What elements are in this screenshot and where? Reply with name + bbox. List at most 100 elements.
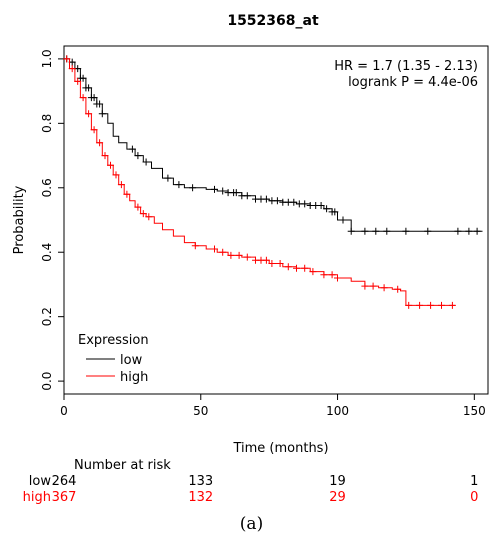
- censor-mark-high: [276, 260, 284, 267]
- number-at-risk-title: Number at risk: [74, 458, 171, 473]
- censor-mark-high: [139, 210, 147, 218]
- censor-mark-high: [74, 77, 82, 85]
- censor-mark-high: [191, 242, 199, 250]
- y-tick-label: 0.8: [40, 114, 54, 133]
- censor-mark-high: [301, 264, 309, 272]
- y-tick-label: 1.0: [40, 49, 54, 68]
- censor-mark-low: [301, 200, 309, 208]
- survival-curves: [63, 55, 483, 309]
- legend-label-high: high: [120, 370, 148, 385]
- censor-mark-high: [309, 268, 317, 276]
- censor-mark-high: [268, 260, 276, 267]
- legend-label-low: low: [120, 353, 143, 368]
- survival-curve-high: [64, 58, 456, 306]
- censor-mark-high: [96, 139, 104, 147]
- censor-mark-high: [427, 301, 435, 309]
- censor-mark-high: [219, 248, 227, 256]
- censor-mark-high: [448, 301, 456, 309]
- censor-mark-low: [347, 227, 355, 235]
- censor-mark-low: [290, 198, 298, 206]
- censor-mark-low: [90, 94, 98, 102]
- censor-mark-high: [334, 274, 341, 282]
- censor-mark-low: [424, 227, 432, 235]
- censor-mark-low: [219, 187, 227, 195]
- y-axis: 0.0 0.2 0.4 0.6 0.8 1.0: [40, 49, 64, 391]
- censor-mark-low: [454, 227, 462, 235]
- risk-count: 132: [188, 490, 213, 505]
- censor-mark-high: [85, 110, 93, 118]
- km-plot: 1552368_at 0.00.20.40.60.81.0 0 50 100 150 …: [12, 13, 489, 505]
- legend: Expression low high: [78, 333, 149, 385]
- risk-count: 29: [329, 490, 346, 505]
- censor-mark-low: [128, 145, 136, 153]
- censor-mark-high: [107, 161, 114, 169]
- censor-mark-high: [134, 203, 142, 211]
- censor-mark-low: [465, 227, 473, 235]
- censor-mark-low: [243, 192, 251, 200]
- censor-mark-low: [402, 227, 410, 235]
- y-tick-label: 0.2: [40, 307, 54, 326]
- censor-mark-high: [284, 263, 292, 271]
- censor-mark-high: [394, 285, 402, 293]
- logrank-annotation: logrank P = 4.4e-06: [348, 75, 478, 90]
- y-tick-label: 0.4: [40, 243, 54, 262]
- censor-mark-low: [142, 158, 150, 166]
- censor-mark-high: [90, 126, 98, 134]
- censor-mark-low: [383, 227, 391, 235]
- risk-count: 264: [52, 474, 77, 489]
- censor-mark-low: [189, 184, 197, 192]
- number-at-risk-table: low 264 133 19 1 high 367 132 29 0: [23, 474, 479, 505]
- censor-mark-high: [211, 245, 218, 253]
- x-axis-label: Time (months): [232, 441, 328, 456]
- censor-mark-low: [85, 84, 93, 92]
- risk-row-label: low: [29, 474, 52, 489]
- censor-mark-high: [380, 284, 388, 292]
- x-tick-label: 50: [193, 404, 208, 418]
- censor-mark-low: [473, 227, 481, 235]
- censor-mark-low: [262, 195, 270, 203]
- censor-mark-high: [262, 256, 270, 264]
- censor-mark-high: [369, 282, 377, 290]
- y-tick-label: 0.0: [40, 372, 54, 391]
- censor-mark-low: [98, 110, 106, 118]
- censor-mark-low: [323, 205, 331, 213]
- censor-mark-low: [339, 216, 347, 224]
- censor-mark-high: [243, 253, 251, 261]
- risk-count: 133: [188, 474, 213, 489]
- censor-mark-high: [361, 282, 369, 290]
- censor-mark-low: [164, 174, 172, 182]
- hr-annotation: HR = 1.7 (1.35 - 2.13): [334, 59, 478, 74]
- censor-mark-high: [328, 271, 336, 279]
- censor-mark-low: [273, 197, 281, 205]
- censor-mark-high: [117, 181, 125, 189]
- censor-mark-high: [79, 94, 87, 102]
- legend-title: Expression: [78, 333, 149, 348]
- risk-count: 0: [470, 490, 478, 505]
- x-tick-label: 150: [463, 404, 486, 418]
- censor-mark-high: [227, 251, 235, 259]
- risk-count: 367: [52, 490, 77, 505]
- censor-mark-high: [320, 271, 328, 279]
- censor-mark-low: [331, 208, 339, 216]
- censor-mark-high: [416, 301, 424, 309]
- censor-mark-high: [405, 301, 413, 309]
- censor-mark-high: [63, 55, 71, 63]
- x-axis: 0 50 100 150: [60, 394, 486, 418]
- chart-title: 1552368_at: [227, 13, 319, 29]
- censor-mark-high: [68, 65, 76, 73]
- censor-mark-low: [175, 181, 183, 189]
- x-tick-label: 0: [60, 404, 68, 418]
- censor-mark-low: [232, 189, 240, 197]
- censor-mark-low: [96, 100, 104, 108]
- censor-mark-high: [438, 301, 445, 309]
- y-tick-label: 0.6: [40, 178, 54, 197]
- censor-mark-high: [293, 264, 300, 272]
- y-axis-label: Probability: [12, 185, 27, 254]
- censor-mark-low: [79, 74, 87, 82]
- censor-mark-high: [145, 213, 153, 221]
- x-tick-label: 100: [326, 404, 349, 418]
- figure-caption: (a): [239, 514, 264, 534]
- plot-frame: [63, 45, 489, 395]
- censor-mark-low: [211, 185, 218, 193]
- censor-mark-high: [101, 152, 109, 160]
